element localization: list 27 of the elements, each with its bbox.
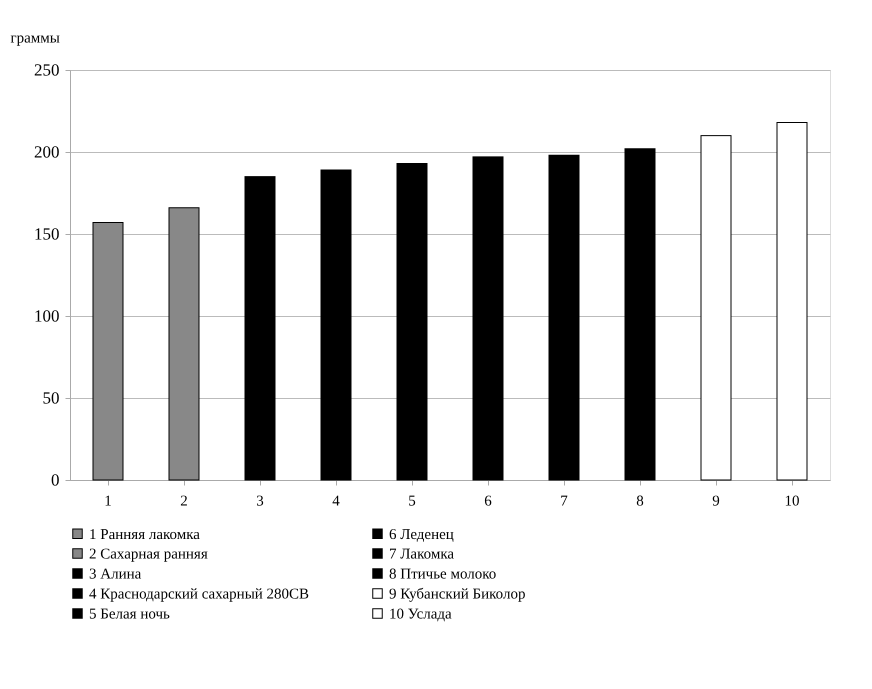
legend-label: 7 Лакомка	[389, 546, 454, 562]
legend-label: 9 Кубанский Биколор	[389, 586, 526, 602]
x-tick-label: 1	[104, 494, 112, 510]
x-tick-label: 9	[712, 494, 720, 510]
y-tick-label: 50	[42, 388, 60, 408]
x-tick-label: 5	[408, 494, 416, 510]
x-tick-label: 6	[484, 494, 492, 510]
y-tick-label: 250	[34, 60, 60, 80]
x-tick-label: 4	[332, 494, 340, 510]
x-tick-label: 3	[256, 494, 264, 510]
legend-label: 3 Алина	[89, 566, 142, 582]
y-tick-label: 100	[34, 306, 60, 326]
y-axis-title: граммы	[10, 30, 60, 46]
x-tick-label: 10	[784, 494, 800, 510]
legend-label: 2 Сахарная ранняя	[89, 546, 208, 562]
legend-label: 6 Леденец	[389, 526, 454, 543]
legend-label: 8 Птичье молоко	[389, 566, 496, 582]
x-tick-label: 7	[560, 494, 568, 510]
legend-label: 5 Белая ночь	[89, 606, 170, 622]
legend-label: 1 Ранняя лакомка	[89, 526, 200, 543]
legend-label: 4 Краснодарский сахарный 280СВ	[89, 586, 310, 602]
y-tick-label: 0	[51, 470, 60, 490]
legend-label: 10 Услада	[389, 606, 452, 622]
y-tick-label: 200	[34, 142, 60, 162]
x-tick-label: 2	[180, 494, 188, 510]
x-tick-label: 8	[636, 494, 644, 510]
y-tick-label: 150	[34, 224, 60, 244]
